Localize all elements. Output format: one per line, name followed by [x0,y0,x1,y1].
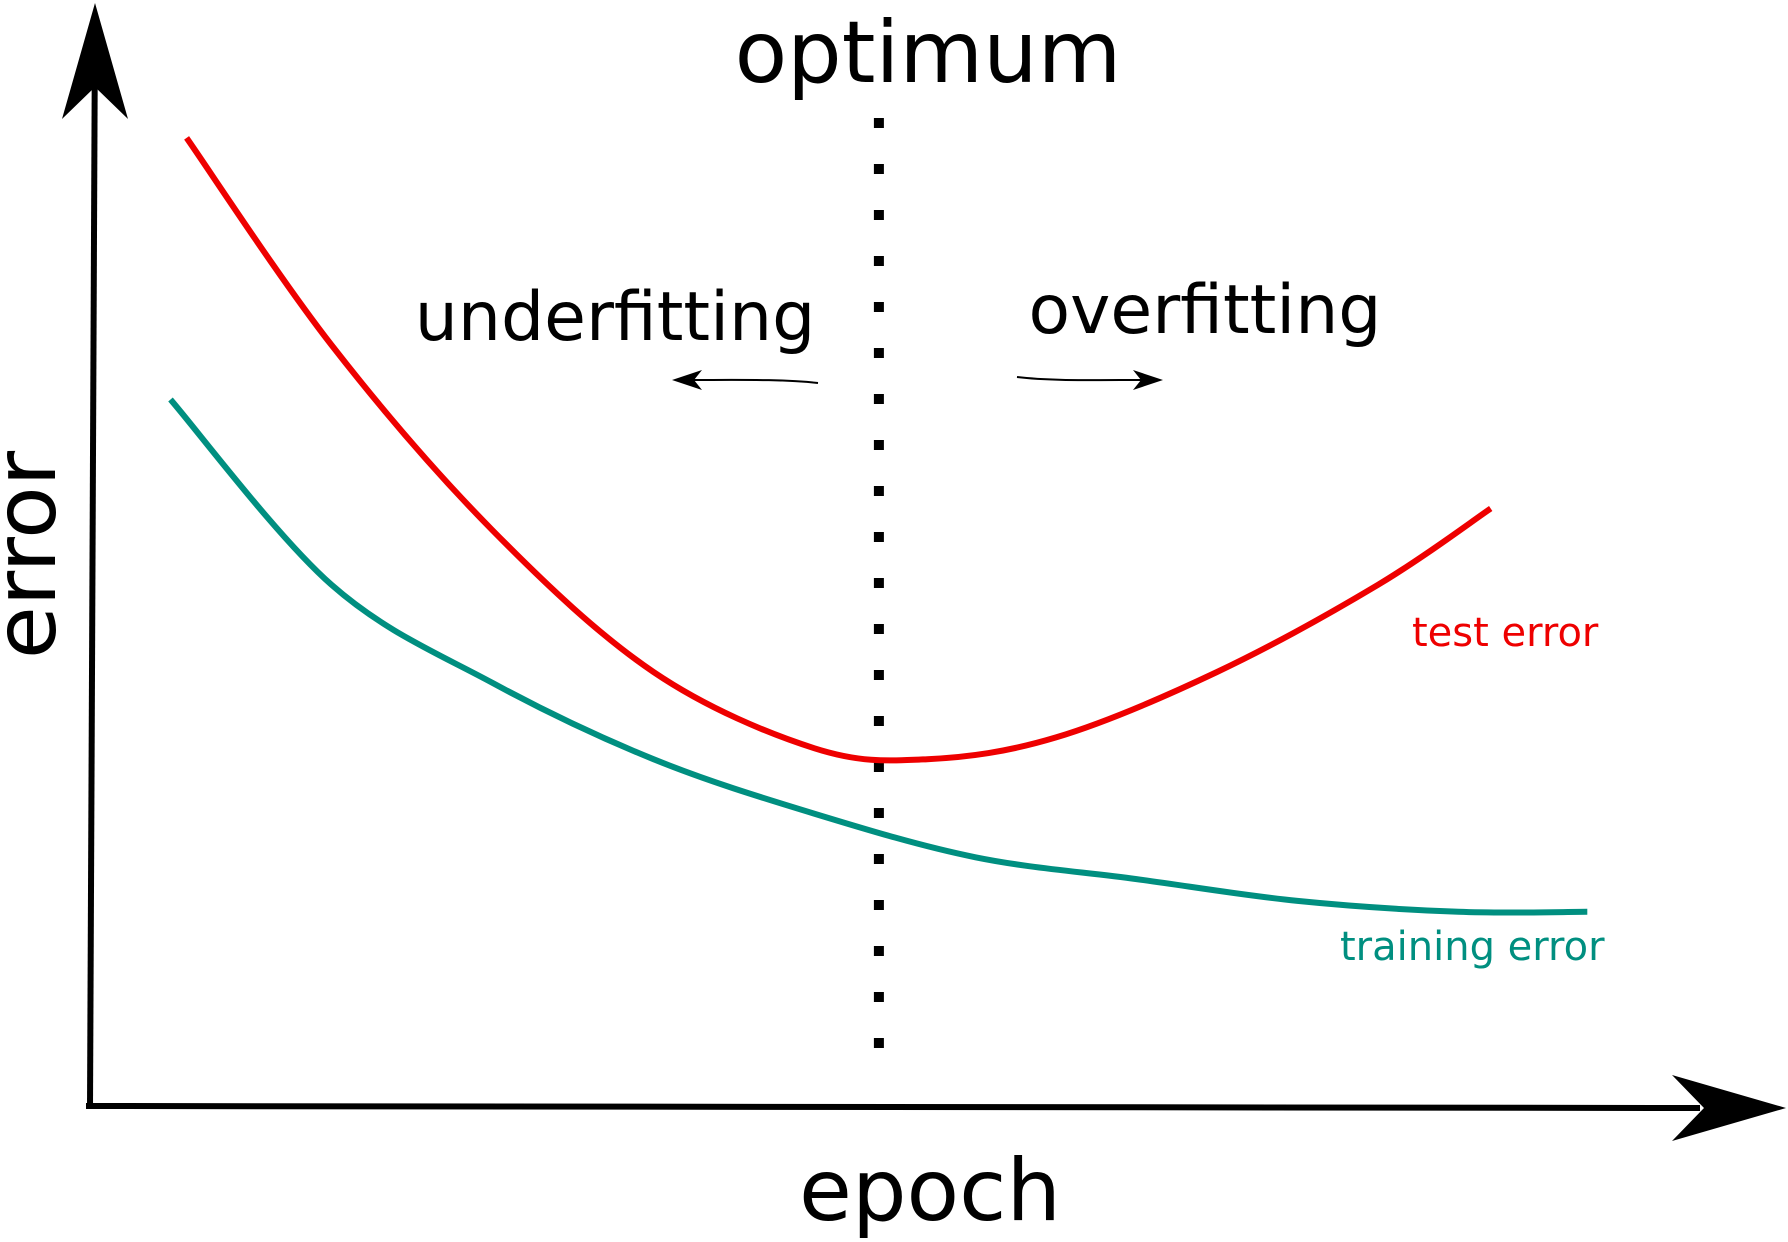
optimum-label: optimum [735,3,1122,103]
overfitting-arrow [1017,377,1150,380]
overfitting-label: overfitting [1029,271,1382,350]
y-axis-label: error [0,450,76,659]
underfitting-label: underfitting [415,278,815,357]
x-axis [86,1106,1700,1108]
y-axis [90,18,95,1108]
training-error-line [171,400,1588,913]
training-error-label: training error [1340,924,1605,970]
x-axis-label: epoch [799,1141,1061,1241]
test-error-line [187,138,1491,761]
underfitting-arrow [685,380,818,383]
test-error-label: test error [1412,610,1599,656]
